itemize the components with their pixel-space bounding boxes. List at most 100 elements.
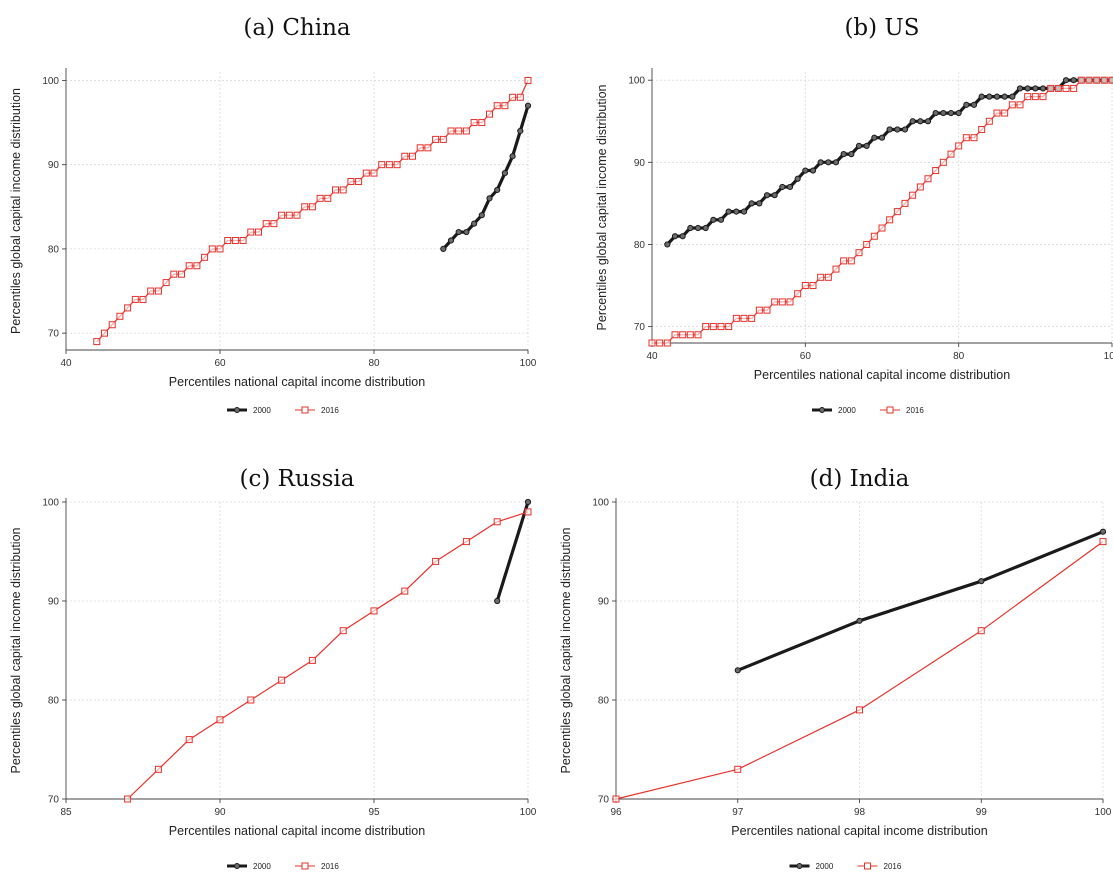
data-point-2016 <box>108 321 116 329</box>
data-point-2016 <box>124 304 132 312</box>
data-point-2016 <box>856 706 863 714</box>
data-point-2016 <box>855 249 863 257</box>
data-point-2016 <box>717 323 725 331</box>
data-point-2016 <box>439 135 447 143</box>
legend-marker-2000 <box>234 863 240 869</box>
legend: 2000 2016 <box>812 406 924 415</box>
data-point-2016 <box>393 161 401 169</box>
data-point-2016 <box>201 253 209 261</box>
data-point-2016 <box>612 795 620 803</box>
x-tick-label: 100 <box>520 807 537 818</box>
data-point-2016 <box>1062 84 1070 92</box>
data-point-2016 <box>847 257 855 265</box>
series-line-2000 <box>737 530 1104 672</box>
y-tick-label: 100 <box>592 498 609 509</box>
data-point-2016 <box>694 331 702 339</box>
data-point-2016 <box>755 306 763 314</box>
data-point-2000 <box>993 93 1001 100</box>
data-point-2000 <box>771 192 778 199</box>
data-point-2016 <box>840 257 848 265</box>
data-point-2016 <box>932 167 940 175</box>
data-point-2016 <box>1085 76 1093 84</box>
x-tick-label: 85 <box>60 807 72 818</box>
data-point-2000 <box>494 186 501 194</box>
data-point-2016 <box>101 329 108 337</box>
chart-title: (a) China <box>243 15 351 41</box>
data-point-2016 <box>909 191 917 199</box>
data-point-2016 <box>1031 93 1039 101</box>
chart-panel-india: (d) India 70 80 90 100 96 97 98 99 100 Percentiles… <box>556 436 1112 872</box>
x-axis-label: Percentiles national capital income dist… <box>731 824 987 838</box>
y-tick-label: 80 <box>48 244 60 255</box>
legend-marker-2016 <box>864 862 871 870</box>
data-point-2016 <box>794 290 802 298</box>
data-point-2000 <box>909 118 916 125</box>
chart-title: (c) Russia <box>240 466 355 492</box>
legend-label-2000: 2000 <box>253 862 271 871</box>
data-point-2000 <box>447 237 455 244</box>
data-point-2000 <box>848 151 855 158</box>
data-point-2016 <box>1016 101 1024 109</box>
data-point-2000 <box>947 109 955 117</box>
y-tick-label: 90 <box>48 160 60 171</box>
series-2000 <box>734 528 1107 674</box>
data-point-2000 <box>486 195 493 202</box>
data-point-2016 <box>663 339 671 347</box>
x-tick-label: 97 <box>732 807 744 818</box>
data-point-2000 <box>725 208 732 215</box>
chart-us: (b) US 70 80 90 100 40 60 80 100 Percentiles nati… <box>595 15 1113 415</box>
data-point-2016 <box>455 127 463 135</box>
series-line-2016 <box>96 80 529 343</box>
x-tick-label: 99 <box>976 807 988 818</box>
legend: 2000 2016 <box>227 862 339 871</box>
series-2000 <box>440 102 532 253</box>
data-point-2016 <box>679 331 687 339</box>
x-tick-label: 40 <box>646 351 658 362</box>
data-point-2000 <box>478 212 485 219</box>
data-point-2000 <box>894 126 901 133</box>
data-point-2016 <box>370 169 378 177</box>
data-point-2016 <box>524 76 532 84</box>
data-point-2016 <box>1047 84 1055 92</box>
data-point-2016 <box>447 127 455 135</box>
data-point-2000 <box>856 617 863 624</box>
data-point-2016 <box>270 220 278 228</box>
legend-label-2016: 2016 <box>884 862 902 871</box>
data-point-2016 <box>162 279 170 287</box>
x-tick-label: 80 <box>953 351 965 362</box>
data-point-2016 <box>901 199 909 207</box>
x-tick-label: 100 <box>1104 351 1113 362</box>
data-point-2000 <box>871 134 878 141</box>
data-point-2000 <box>832 159 840 166</box>
data-point-2016 <box>771 298 779 306</box>
data-point-2016 <box>362 169 370 177</box>
data-point-2000 <box>524 102 532 109</box>
data-point-2016 <box>493 518 501 526</box>
data-point-2016 <box>886 216 894 224</box>
data-point-2016 <box>824 273 832 281</box>
data-point-2000 <box>978 93 985 100</box>
data-point-2016 <box>462 127 470 135</box>
y-axis-label: Percentiles global capital income distri… <box>9 88 23 334</box>
x-tick-label: 90 <box>214 807 226 818</box>
y-axis-label: Percentiles global capital income distri… <box>9 527 23 773</box>
data-point-2016 <box>1070 84 1078 92</box>
data-point-2000 <box>955 109 962 117</box>
data-point-2016 <box>385 161 393 169</box>
data-point-2000 <box>717 216 725 223</box>
data-point-2016 <box>916 183 924 191</box>
data-point-2000 <box>932 109 939 117</box>
data-point-2000 <box>687 224 694 232</box>
legend-label-2016: 2016 <box>906 406 924 415</box>
x-tick-label: 100 <box>520 358 537 369</box>
data-point-2016 <box>734 765 742 773</box>
data-point-2016 <box>985 117 993 125</box>
series-2000 <box>494 498 532 605</box>
data-point-2016 <box>247 696 255 704</box>
data-point-2016 <box>516 93 524 101</box>
x-tick-label: 95 <box>368 807 380 818</box>
x-axis-label: Percentiles national capital income dist… <box>754 368 1010 382</box>
x-tick-label: 60 <box>214 358 226 369</box>
data-point-2016 <box>262 220 270 228</box>
data-point-2016 <box>378 161 386 169</box>
